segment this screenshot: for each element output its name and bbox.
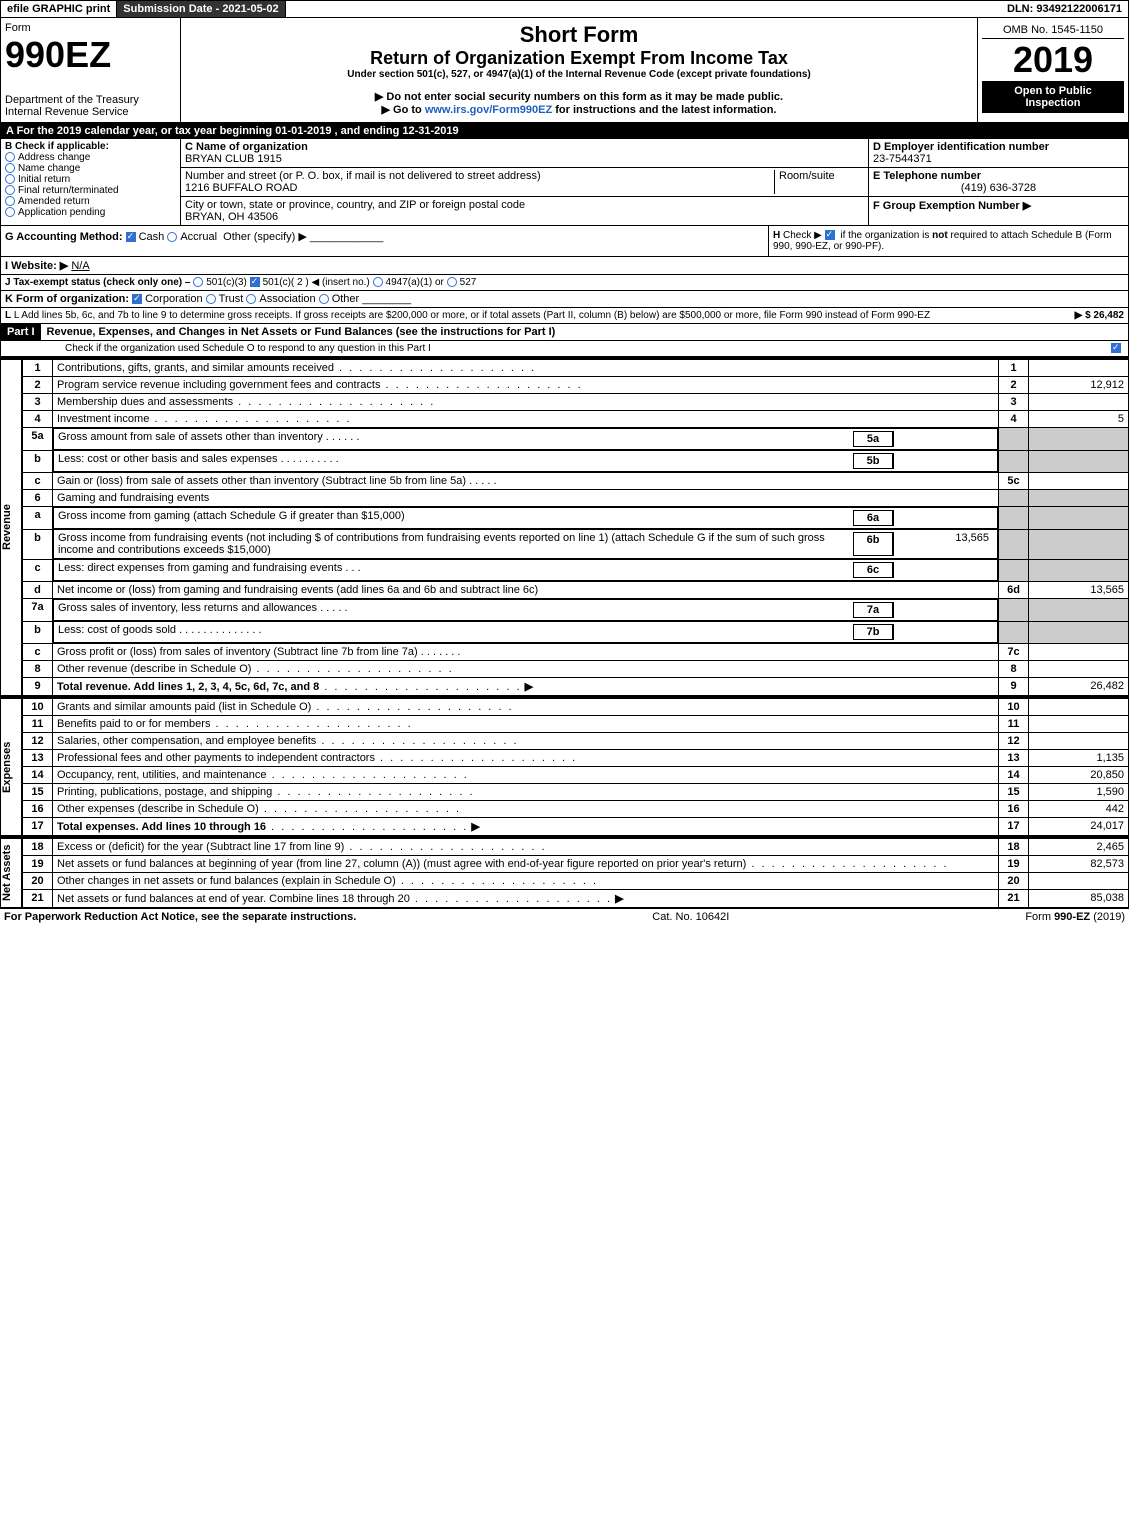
footer-mid: Cat. No. 10642I <box>652 911 729 923</box>
section-def: D Employer identification number 23-7544… <box>868 139 1128 225</box>
omb: OMB No. 1545-1150 <box>982 22 1124 39</box>
expenses-table: 10Grants and similar amounts paid (list … <box>22 698 1129 836</box>
check-initial[interactable] <box>5 174 15 184</box>
goto-note: ▶ Go to www.irs.gov/Form990EZ for instru… <box>185 103 973 116</box>
efile-print[interactable]: efile GRAPHIC print <box>1 1 117 17</box>
expenses-section: Expenses 10Grants and similar amounts pa… <box>0 696 1129 836</box>
row-i: I Website: ▶ N/A <box>0 257 1129 275</box>
form-header: Form 990EZ Department of the Treasury In… <box>0 18 1129 123</box>
b-title: B Check if applicable: <box>5 141 176 152</box>
row-gh: G Accounting Method: Cash Accrual Other … <box>0 226 1129 257</box>
l-text: L Add lines 5b, 6c, and 7b to line 9 to … <box>14 310 930 321</box>
part1-label: Part I <box>1 324 41 340</box>
check-final[interactable] <box>5 185 15 195</box>
return-title: Return of Organization Exempt From Incom… <box>185 48 973 69</box>
footer-right: Form 990-EZ (2019) <box>1025 911 1125 923</box>
side-revenue: Revenue <box>0 359 22 696</box>
irs-label: Internal Revenue Service <box>5 106 176 118</box>
tax-year: 2019 <box>982 39 1124 81</box>
part1-checkbox[interactable] <box>1111 343 1121 353</box>
j-label: J Tax-exempt status (check only one) – <box>5 277 190 288</box>
section-b: B Check if applicable: Address change Na… <box>1 139 181 225</box>
short-form-title: Short Form <box>185 22 973 48</box>
part1-header-row: Part I Revenue, Expenses, and Changes in… <box>0 324 1129 341</box>
line-a: A For the 2019 calendar year, or tax yea… <box>0 123 1129 139</box>
ssn-note: ▶ Do not enter social security numbers o… <box>185 90 973 103</box>
top-bar: efile GRAPHIC print Submission Date - 20… <box>0 0 1129 18</box>
footer-left: For Paperwork Reduction Act Notice, see … <box>4 911 356 923</box>
form-label: Form <box>5 22 176 34</box>
section-c: C Name of organization BRYAN CLUB 1915 N… <box>181 139 868 225</box>
city: BRYAN, OH 43506 <box>185 211 278 223</box>
info-grid: B Check if applicable: Address change Na… <box>0 139 1129 226</box>
netassets-section: Net Assets 18Excess or (deficit) for the… <box>0 836 1129 908</box>
dept-label: Department of the Treasury <box>5 94 176 106</box>
row-k: K Form of organization: Corporation Trus… <box>0 291 1129 308</box>
e-label: E Telephone number <box>873 170 981 182</box>
open-inspection: Open to Public Inspection <box>982 81 1124 113</box>
row-l: L L Add lines 5b, 6c, and 7b to line 9 t… <box>0 308 1129 324</box>
phone: (419) 636-3728 <box>873 182 1124 194</box>
k-label: K Form of organization: <box>5 293 129 305</box>
row-j: J Tax-exempt status (check only one) – 5… <box>0 275 1129 291</box>
check-amended[interactable] <box>5 196 15 206</box>
g-label: G Accounting Method: <box>5 231 123 243</box>
city-label: City or town, state or province, country… <box>185 199 525 211</box>
form-number: 990EZ <box>5 34 176 76</box>
street: 1216 BUFFALO ROAD <box>185 182 298 194</box>
submission-date: Submission Date - 2021-05-02 <box>117 1 285 17</box>
d-label: D Employer identification number <box>873 141 1049 153</box>
l-amount: ▶ $ 26,482 <box>1075 310 1124 321</box>
check-address[interactable] <box>5 152 15 162</box>
netassets-table: 18Excess or (deficit) for the year (Subt… <box>22 838 1129 908</box>
goto-link[interactable]: www.irs.gov/Form990EZ <box>425 104 552 116</box>
footer: For Paperwork Reduction Act Notice, see … <box>0 908 1129 925</box>
room-label: Room/suite <box>779 170 835 182</box>
ein: 23-7544371 <box>873 153 932 165</box>
check-accrual[interactable] <box>167 232 177 242</box>
c-label: C Name of organization <box>185 141 308 153</box>
side-expenses: Expenses <box>0 698 22 836</box>
check-h[interactable] <box>825 230 835 240</box>
check-cash[interactable] <box>126 232 136 242</box>
revenue-table: 1Contributions, gifts, grants, and simil… <box>22 359 1129 696</box>
check-pending[interactable] <box>5 207 15 217</box>
check-name[interactable] <box>5 163 15 173</box>
part1-title: Revenue, Expenses, and Changes in Net As… <box>41 326 556 338</box>
side-netassets: Net Assets <box>0 838 22 908</box>
under-section: Under section 501(c), 527, or 4947(a)(1)… <box>185 69 973 80</box>
part1-check: Check if the organization used Schedule … <box>0 341 1129 357</box>
f-label: F Group Exemption Number ▶ <box>873 200 1031 212</box>
dln: DLN: 93492122006171 <box>1001 1 1128 17</box>
revenue-section: Revenue 1Contributions, gifts, grants, a… <box>0 357 1129 696</box>
street-label: Number and street (or P. O. box, if mail… <box>185 170 541 182</box>
i-label: I Website: ▶ <box>5 260 68 272</box>
website: N/A <box>71 260 89 272</box>
org-name: BRYAN CLUB 1915 <box>185 153 282 165</box>
